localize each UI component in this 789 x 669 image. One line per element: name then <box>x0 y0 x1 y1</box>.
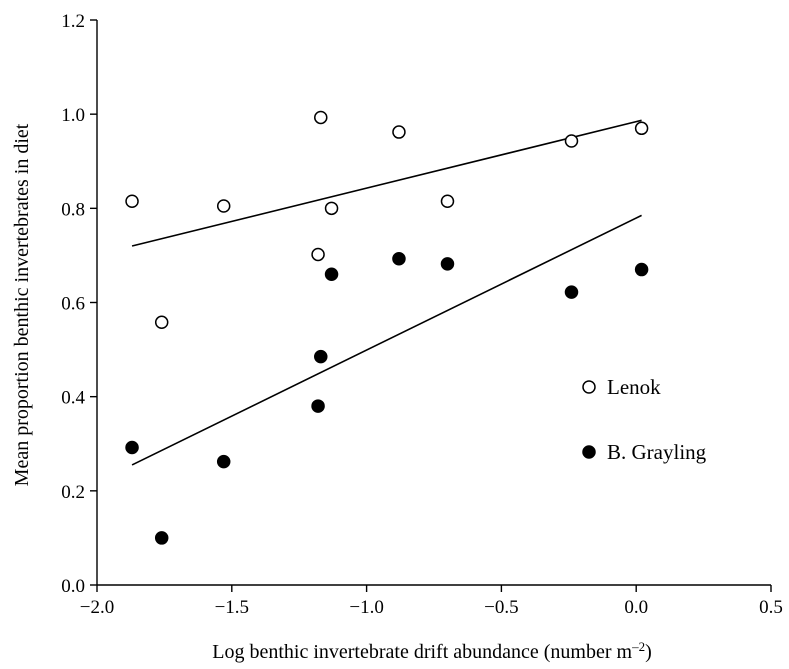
y-tick-label: 1.0 <box>61 105 85 126</box>
data-point-grayling <box>154 531 169 545</box>
y-tick-label: 0.0 <box>61 576 85 597</box>
ticks: 0.0 0.2 0.4 0.6 0.8 1.0 1.2 −2.0 −1.5 −1.0 −0.5 0.0… <box>61 11 783 618</box>
legend: Lenok B. Grayling <box>582 375 707 464</box>
data-point-grayling <box>440 257 455 271</box>
legend-label: Lenok <box>607 375 661 399</box>
data-point-lenok <box>392 125 406 139</box>
x-axis-label-superscript: –2 <box>631 639 645 654</box>
x-tick-label: −1.5 <box>215 597 249 618</box>
x-tick-label: 0.0 <box>624 597 648 618</box>
axes <box>96 20 771 586</box>
data-point-lenok <box>564 134 579 148</box>
trendlines <box>131 119 642 466</box>
y-tick-label: 0.8 <box>61 199 85 220</box>
x-tick-label: −2.0 <box>80 597 114 618</box>
legend-marker <box>582 445 596 459</box>
x-axis-label: Log benthic invertebrate drift abundance… <box>212 639 652 663</box>
legend-item-lenok: Lenok <box>582 375 661 399</box>
data-point-grayling <box>216 454 231 469</box>
data-point-grayling <box>634 262 649 277</box>
data-point-lenok <box>634 121 649 136</box>
x-tick-label: −0.5 <box>484 597 518 618</box>
x-tick-label: −1.0 <box>349 597 383 618</box>
data-point-grayling <box>324 267 339 281</box>
legend-item-grayling: B. Grayling <box>582 440 707 464</box>
x-tick-label: 0.5 <box>759 597 783 618</box>
data-point-lenok <box>440 194 455 209</box>
data-point-lenok <box>324 201 339 216</box>
legend-marker <box>582 380 596 394</box>
y-tick-label: 0.2 <box>61 482 85 503</box>
data-point-lenok <box>154 315 169 330</box>
legend-label: B. Grayling <box>607 440 707 464</box>
data-point-grayling <box>311 399 325 413</box>
data-point-grayling <box>392 251 406 266</box>
y-tick-label: 0.6 <box>61 294 85 315</box>
data-point-lenok <box>216 199 231 213</box>
data-point-grayling <box>564 285 579 299</box>
data-point-grayling <box>314 349 328 364</box>
data-points <box>125 110 649 545</box>
data-point-lenok <box>125 194 139 209</box>
y-tick-label: 0.4 <box>61 388 85 409</box>
data-point-grayling <box>125 440 139 455</box>
data-point-lenok <box>314 110 328 125</box>
trendline-lenok <box>131 119 642 247</box>
trendline-grayling <box>131 214 642 466</box>
y-tick-label: 1.2 <box>61 11 85 32</box>
data-point-lenok <box>311 247 325 262</box>
y-axis-label: Mean proportion benthic invertebrates in… <box>11 123 33 486</box>
